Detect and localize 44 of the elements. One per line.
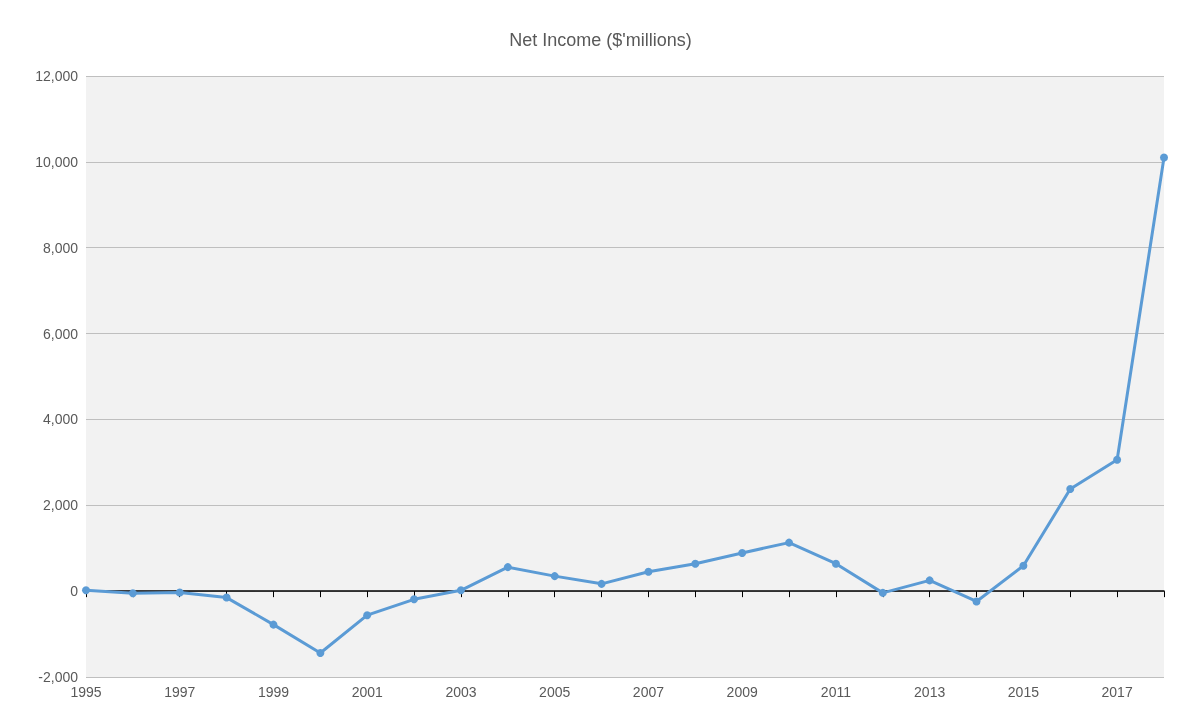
x-tick-label: 1999 bbox=[257, 684, 290, 700]
y-tick-label: -2,000 bbox=[38, 669, 79, 685]
point bbox=[972, 597, 981, 606]
x-tick-label: 2007 bbox=[632, 684, 665, 700]
y-tick-label: 6,000 bbox=[42, 325, 79, 342]
x-tick-label: 2017 bbox=[1101, 684, 1133, 700]
x-tick-label: 2005 bbox=[539, 684, 571, 700]
point bbox=[128, 589, 137, 598]
chart-title: Net Income ($'millions) bbox=[509, 30, 692, 50]
point bbox=[456, 586, 465, 595]
point bbox=[738, 548, 747, 557]
x-tick-label: 2001 bbox=[351, 684, 383, 700]
point bbox=[1066, 484, 1075, 493]
point bbox=[363, 611, 372, 620]
x-tick-label: 2011 bbox=[820, 684, 852, 700]
point bbox=[597, 579, 606, 588]
point bbox=[1019, 561, 1028, 570]
y-tick-label: 8,000 bbox=[42, 239, 79, 256]
x-tick-label: 2013 bbox=[914, 684, 946, 700]
point bbox=[410, 595, 419, 604]
point bbox=[503, 563, 512, 572]
point bbox=[691, 559, 700, 568]
y-tick-label: 12,000 bbox=[35, 68, 79, 84]
point bbox=[925, 576, 934, 585]
y-tick-label: 0 bbox=[70, 583, 79, 600]
x-tick-label: 2003 bbox=[445, 684, 477, 700]
point bbox=[269, 620, 278, 629]
point bbox=[1160, 153, 1168, 162]
y-tick-label: 10,000 bbox=[35, 153, 79, 170]
x-tick-label: 1997 bbox=[164, 684, 196, 700]
y-tick-label: 4,000 bbox=[42, 411, 79, 428]
point bbox=[175, 588, 184, 597]
y-tick-label: 2,000 bbox=[42, 497, 79, 514]
point bbox=[878, 588, 887, 597]
point bbox=[550, 572, 559, 581]
point bbox=[785, 538, 794, 547]
point bbox=[316, 648, 325, 657]
point bbox=[222, 593, 231, 602]
x-tick-label: 2009 bbox=[726, 684, 758, 700]
x-tick-label: 2015 bbox=[1007, 684, 1040, 700]
point bbox=[831, 559, 840, 568]
point bbox=[1113, 455, 1122, 464]
x-tick-label: 1995 bbox=[70, 684, 102, 700]
point bbox=[644, 567, 653, 576]
